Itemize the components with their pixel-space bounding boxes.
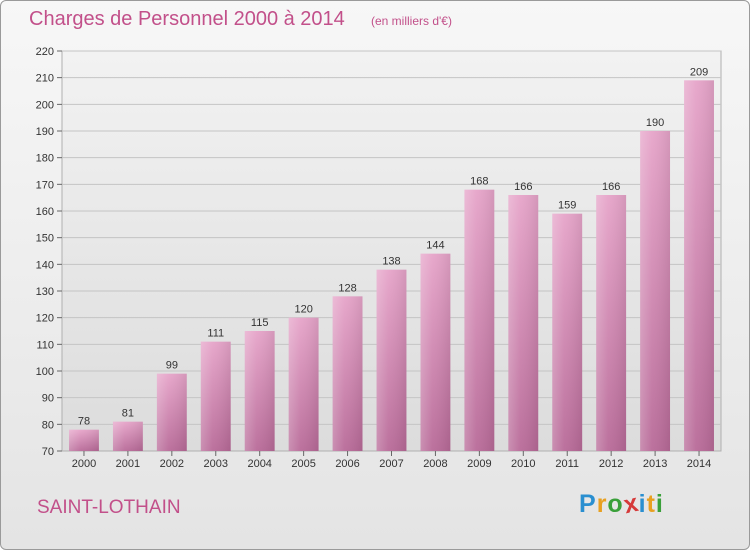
y-tick-label: 190 [36, 126, 54, 138]
x-tick-label: 2001 [116, 458, 140, 470]
y-tick-label: 100 [36, 366, 54, 378]
y-tick-label: 200 [36, 99, 54, 111]
logo-letter: i [638, 490, 647, 518]
y-tick-label: 210 [36, 73, 54, 85]
x-tick-label: 2014 [687, 458, 711, 470]
bar-value-label: 159 [558, 200, 576, 212]
bar-value-label: 138 [382, 256, 400, 268]
x-tick-label: 2007 [379, 458, 403, 470]
y-tick-label: 120 [36, 313, 54, 325]
bar-shade [200, 341, 231, 451]
chart-subtitle: (en milliers d'€) [371, 14, 452, 28]
bar-value-label: 99 [166, 360, 178, 372]
bar-shade [332, 296, 363, 451]
bar-shade [552, 213, 583, 451]
bar-shade [376, 269, 407, 451]
bar-value-label: 209 [690, 66, 708, 78]
bar-shade [508, 195, 539, 451]
bar-value-label: 166 [602, 181, 620, 193]
bar-shade [640, 131, 671, 451]
commune-name: SAINT-LOTHAIN [37, 497, 181, 518]
y-tick-label: 110 [36, 339, 54, 351]
bar-shade [684, 80, 714, 451]
x-tick-label: 2008 [423, 458, 447, 470]
bar-shade [464, 189, 495, 451]
x-tick-label: 2002 [160, 458, 184, 470]
x-tick-label: 2011 [555, 458, 579, 470]
x-tick-label: 2013 [643, 458, 667, 470]
chart-title: Charges de Personnel 2000 à 2014 [29, 8, 345, 30]
logo-letter: i [655, 490, 664, 518]
bar-shade [156, 373, 187, 451]
bar-shade [112, 421, 143, 451]
logo-letter: P [579, 490, 597, 518]
bar-shade [288, 317, 319, 451]
proxiti-logo: Proxiti [579, 489, 664, 519]
bar-value-label: 128 [338, 282, 356, 294]
x-tick-label: 2010 [511, 458, 535, 470]
logo-letter: o [607, 490, 624, 518]
x-tick-label: 2003 [204, 458, 228, 470]
x-tick-label: 2000 [72, 458, 96, 470]
x-tick-label: 2006 [335, 458, 359, 470]
y-tick-label: 160 [36, 206, 54, 218]
y-tick-label: 140 [36, 259, 54, 271]
y-tick-label: 90 [42, 393, 54, 405]
bar-value-label: 190 [646, 117, 664, 129]
bar-value-label: 120 [294, 304, 312, 316]
bar-value-label: 168 [470, 176, 488, 188]
x-tick-label: 2004 [247, 458, 271, 470]
bar-shade [69, 429, 99, 451]
bar-value-label: 81 [122, 408, 134, 420]
bar-value-label: 166 [514, 181, 532, 193]
x-tick-label: 2005 [291, 458, 315, 470]
bar-shade [596, 195, 627, 451]
bar-value-label: 111 [207, 328, 224, 340]
x-tick-label: 2009 [467, 458, 491, 470]
y-tick-label: 170 [36, 179, 54, 191]
logo-letter: t [646, 490, 656, 518]
bar-value-label: 144 [426, 240, 444, 252]
logo-letter: r [596, 490, 608, 518]
y-tick-label: 70 [42, 446, 54, 458]
y-tick-label: 130 [36, 286, 54, 298]
bar-value-label: 115 [251, 317, 269, 329]
y-tick-label: 80 [42, 419, 54, 431]
bar-shade [420, 253, 451, 451]
y-tick-label: 220 [36, 46, 54, 58]
x-tick-label: 2012 [599, 458, 623, 470]
y-tick-label: 150 [36, 233, 54, 245]
bar-shade [244, 331, 275, 451]
y-tick-label: 180 [36, 153, 54, 165]
bar-value-label: 78 [78, 416, 90, 428]
